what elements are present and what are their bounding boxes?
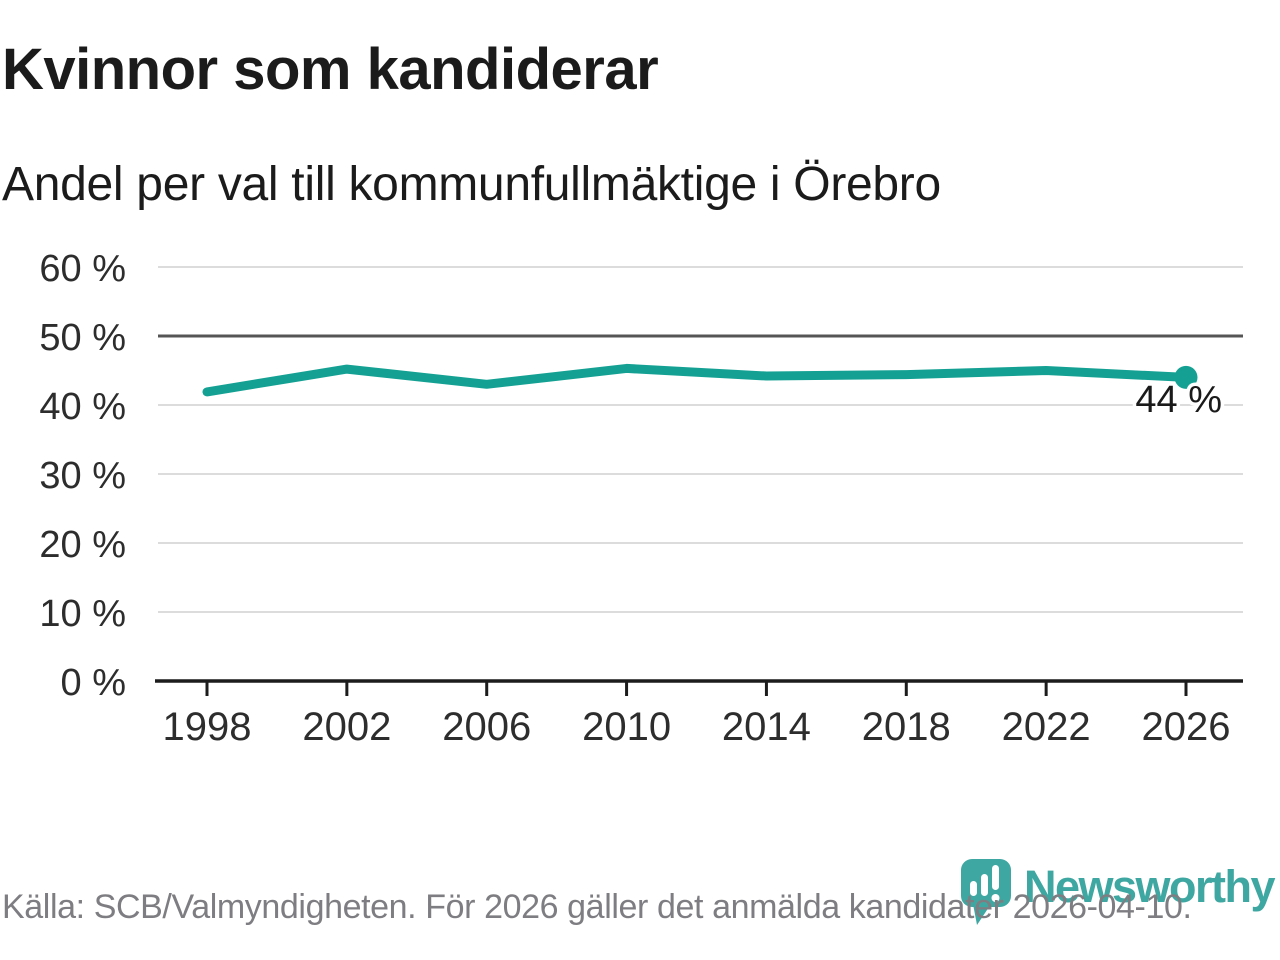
x-tick-label: 1998 (163, 705, 252, 749)
newsworthy-logo-icon (961, 859, 1011, 925)
x-tick-label: 2010 (582, 705, 671, 749)
x-tick-label: 2014 (722, 705, 811, 749)
y-tick-label: 60 % (39, 248, 126, 290)
chart-subtitle: Andel per val till kommunfullmäktige i Ö… (2, 158, 941, 211)
end-point-dot (1174, 365, 1198, 389)
logo-exclamation-dot (991, 894, 1000, 902)
y-tick-label: 30 % (39, 455, 126, 497)
x-tick-label: 2026 (1142, 705, 1231, 749)
logo-bar-short (970, 881, 977, 896)
y-tick-label: 10 % (39, 593, 126, 635)
data-line (202, 363, 1191, 397)
newsworthy-logo: Newsworthy (960, 858, 1276, 928)
x-tick-label: 2018 (862, 705, 951, 749)
x-tick-label: 2022 (1002, 705, 1091, 749)
source-note: Källa: SCB/Valmyndigheten. För 2026 gäll… (2, 888, 1192, 926)
y-tick-label: 50 % (39, 317, 126, 359)
y-tick-label: 40 % (39, 386, 126, 428)
x-tick-label: 2006 (442, 705, 531, 749)
chart-title: Kvinnor som kandiderar (2, 37, 659, 102)
y-tick-label: 20 % (39, 524, 126, 566)
logo-bar-tall (992, 865, 999, 890)
newsworthy-wordmark: Newsworthy (1024, 861, 1276, 912)
y-tick-label: 0 % (61, 662, 126, 704)
logo-bar-medium (981, 874, 988, 896)
logo-bubble-tail (973, 904, 991, 925)
end-value-label: 44 % (1135, 379, 1222, 421)
x-tick-label: 2002 (302, 705, 391, 749)
